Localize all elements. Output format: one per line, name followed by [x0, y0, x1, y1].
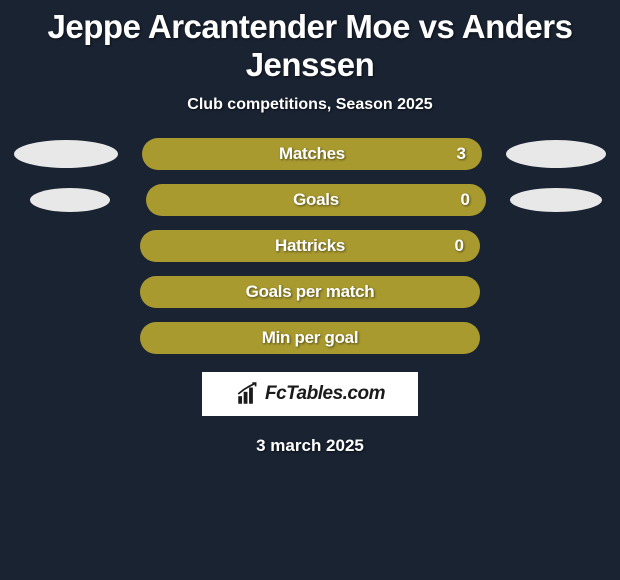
stat-label: Matches	[279, 144, 345, 164]
spacer	[504, 278, 608, 306]
player1-marker	[14, 140, 118, 168]
stat-row: Hattricks 0	[0, 230, 620, 262]
stat-label: Min per goal	[262, 328, 359, 348]
spacer	[504, 232, 608, 260]
spacer	[12, 278, 116, 306]
stat-value: 0	[461, 190, 470, 210]
stat-pill: Hattricks 0	[140, 230, 480, 262]
logo-text: FcTables.com	[265, 383, 385, 405]
stat-label: Goals per match	[246, 282, 375, 302]
spacer	[12, 232, 116, 260]
date-label: 3 march 2025	[0, 416, 620, 456]
stat-value: 0	[455, 236, 464, 256]
player2-marker	[506, 140, 606, 168]
logo-box[interactable]: FcTables.com	[202, 372, 418, 416]
stat-row: Min per goal	[0, 322, 620, 354]
stat-row: Matches 3	[0, 138, 620, 170]
player2-marker	[510, 188, 602, 212]
stat-label: Hattricks	[275, 236, 345, 256]
spacer	[504, 324, 608, 352]
stat-row: Goals per match	[0, 276, 620, 308]
stat-pill: Goals per match	[140, 276, 480, 308]
stat-row: Goals 0	[0, 184, 620, 216]
spacer	[12, 324, 116, 352]
stat-value: 3	[457, 144, 466, 164]
stats-comparison-card: Jeppe Arcantender Moe vs Anders Jenssen …	[0, 0, 620, 456]
stat-pill: Matches 3	[142, 138, 482, 170]
stat-label: Goals	[293, 190, 339, 210]
stat-pill: Min per goal	[140, 322, 480, 354]
page-title: Jeppe Arcantender Moe vs Anders Jenssen	[0, 0, 620, 88]
chart-icon	[235, 381, 261, 407]
subtitle: Club competitions, Season 2025	[0, 88, 620, 138]
stats-list: Matches 3 Goals 0 Hattricks 0 Goals per match M…	[0, 138, 620, 354]
player1-marker	[30, 188, 110, 212]
stat-pill: Goals 0	[146, 184, 486, 216]
